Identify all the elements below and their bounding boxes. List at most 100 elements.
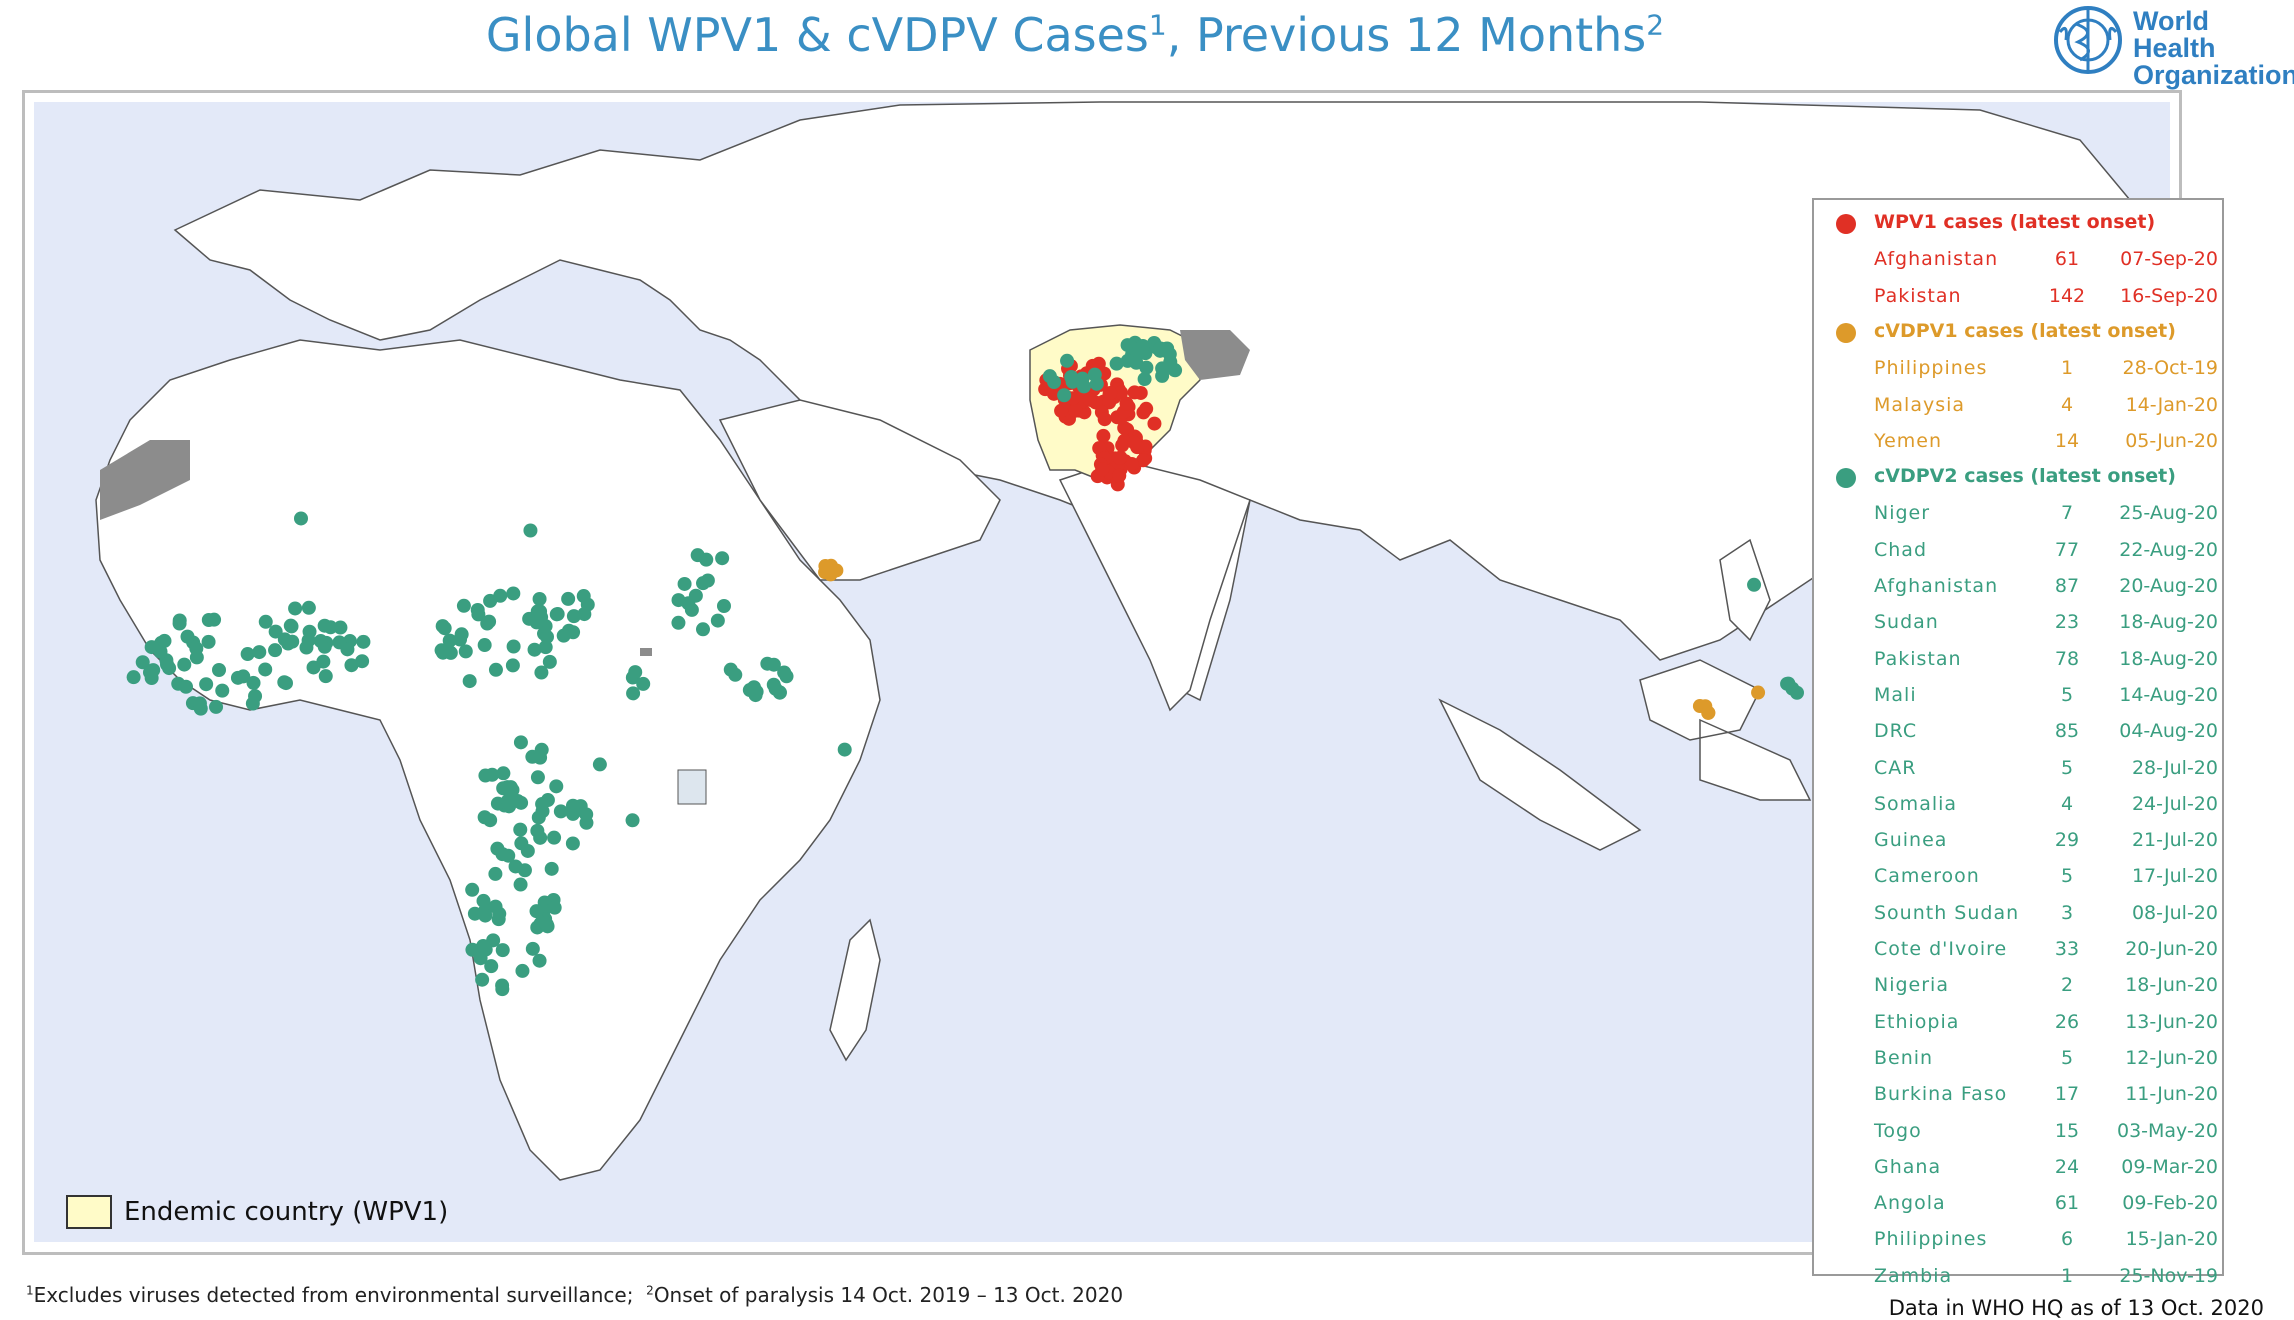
case-dot: [488, 866, 503, 881]
case-dot: [513, 877, 528, 892]
legend-country: Zambia: [1874, 1264, 1953, 1287]
map-title: Global WPV1 & cVDPV Cases1, Previous 12 …: [0, 8, 2150, 62]
legend-row: Ethiopia 26 13-Jun-20: [1814, 1011, 2224, 1047]
case-dot: [1137, 372, 1152, 387]
case-dot: [475, 972, 490, 987]
case-dot: [199, 677, 214, 692]
case-dot: [317, 618, 332, 633]
case-dot: [500, 793, 515, 808]
legend-count: 77: [2054, 538, 2080, 561]
legend-row: Guinea 29 21-Jul-20: [1814, 829, 2224, 865]
legend-date: 20-Aug-20: [2119, 575, 2218, 597]
case-dot: [1153, 341, 1168, 356]
legend-country: Afghanistan: [1874, 248, 1999, 271]
case-dot: [710, 613, 725, 628]
legend-date: 16-Sep-20: [2120, 284, 2218, 307]
legend-row: Sudan 23 18-Aug-20: [1814, 611, 2224, 647]
case-dot: [157, 633, 172, 648]
case-dot: [1119, 396, 1134, 411]
case-dot: [458, 644, 473, 659]
who-logo-text: World Health Organization: [2133, 8, 2294, 89]
case-dot: [135, 655, 150, 670]
case-dot: [1789, 685, 1804, 700]
case-dot: [1096, 428, 1111, 443]
legend-country: Angola: [1874, 1192, 1946, 1215]
case-dot: [1747, 577, 1762, 592]
case-dot: [1139, 401, 1154, 416]
lake-victoria: [677, 769, 707, 805]
case-dot: [728, 667, 743, 682]
case-dot: [500, 780, 515, 795]
case-dot: [1060, 353, 1075, 368]
legend-date: 18-Aug-20: [2119, 611, 2218, 634]
case-dot: [716, 598, 731, 613]
legend-country: Afghanistan: [1874, 575, 1999, 597]
legend-date: 14-Jan-20: [2125, 393, 2218, 416]
case-dot: [508, 859, 523, 874]
case-dot: [768, 681, 783, 696]
legend-count: 61: [2054, 248, 2080, 271]
land-madagascar: [829, 918, 881, 1062]
case-dot: [456, 598, 471, 613]
legend-row: Philippines 6 15-Jan-20: [1814, 1228, 2224, 1264]
legend-country: Sudan: [1874, 611, 1939, 634]
case-dot: [302, 624, 317, 639]
case-dot: [1127, 435, 1142, 450]
legend-date: 17-Jul-20: [2131, 865, 2218, 888]
case-dot: [529, 615, 544, 630]
case-dot: [1112, 468, 1127, 483]
case-dot: [1042, 369, 1057, 384]
footnote: 1Excludes viruses detected from environm…: [26, 1283, 1123, 1307]
title-text: Global WPV1 & cVDPV Cases: [485, 8, 1149, 62]
legend-count: 4: [2060, 792, 2074, 815]
legend-count: 33: [2054, 938, 2080, 960]
legend-count: 26: [2054, 1010, 2080, 1033]
case-legend: WPV1 cases (latest onset) Afghanistan 61 07…: [1812, 198, 2224, 1287]
case-dot: [542, 654, 557, 669]
case-dot: [523, 523, 538, 538]
disputed-area-abyei: [640, 648, 652, 656]
legend-country: Mali: [1874, 683, 1917, 706]
case-dot: [671, 615, 686, 630]
case-dot: [514, 795, 529, 810]
legend-country: Pakistan: [1874, 284, 1962, 307]
case-dot: [1147, 416, 1162, 431]
case-dot: [268, 643, 283, 658]
legend-row: Philippines 1 28-Oct-19: [1814, 357, 2224, 393]
case-dot: [493, 588, 508, 603]
legend-date: 25-Aug-20: [2119, 502, 2218, 525]
footnote-text-2: Onset of paralysis 14 Oct. 2019 – 13 Oct…: [653, 1283, 1124, 1307]
legend-date: 15-Jan-20: [2125, 1228, 2218, 1251]
case-dot: [1082, 392, 1097, 407]
legend-count: 5: [2060, 683, 2074, 706]
case-dot: [837, 742, 852, 757]
case-dot: [318, 669, 333, 684]
case-dot: [625, 813, 640, 828]
legend-date: 08-Jul-20: [2131, 901, 2218, 924]
case-dot: [531, 810, 546, 825]
case-dot: [1068, 403, 1083, 418]
legend-date: 13-Jun-20: [2125, 1010, 2218, 1033]
case-dot: [484, 959, 499, 974]
legend-date: 22-Aug-20: [2119, 538, 2218, 561]
legend-country: Yemen: [1874, 429, 1943, 452]
case-dot: [1155, 361, 1170, 376]
land-india: [1058, 459, 1251, 712]
legend-country: Niger: [1874, 502, 1931, 525]
legend-row: Ghana 24 09-Mar-20: [1814, 1156, 2224, 1192]
legend-count: 6: [2060, 1228, 2074, 1251]
case-dot: [209, 699, 224, 714]
case-dot: [1095, 462, 1110, 477]
case-dot: [1124, 456, 1139, 471]
case-dot: [696, 576, 711, 591]
case-dot: [177, 657, 192, 672]
case-dot: [829, 563, 844, 578]
case-dot: [547, 830, 562, 845]
legend-count: 1: [2060, 357, 2074, 380]
legend-group-heading: WPV1 cases (latest onset): [1874, 211, 2156, 233]
logo-line-1: World Health: [2133, 6, 2216, 63]
case-dot: [495, 978, 510, 993]
case-dot: [355, 654, 370, 669]
case-dot: [532, 953, 547, 968]
case-dot: [626, 686, 641, 701]
